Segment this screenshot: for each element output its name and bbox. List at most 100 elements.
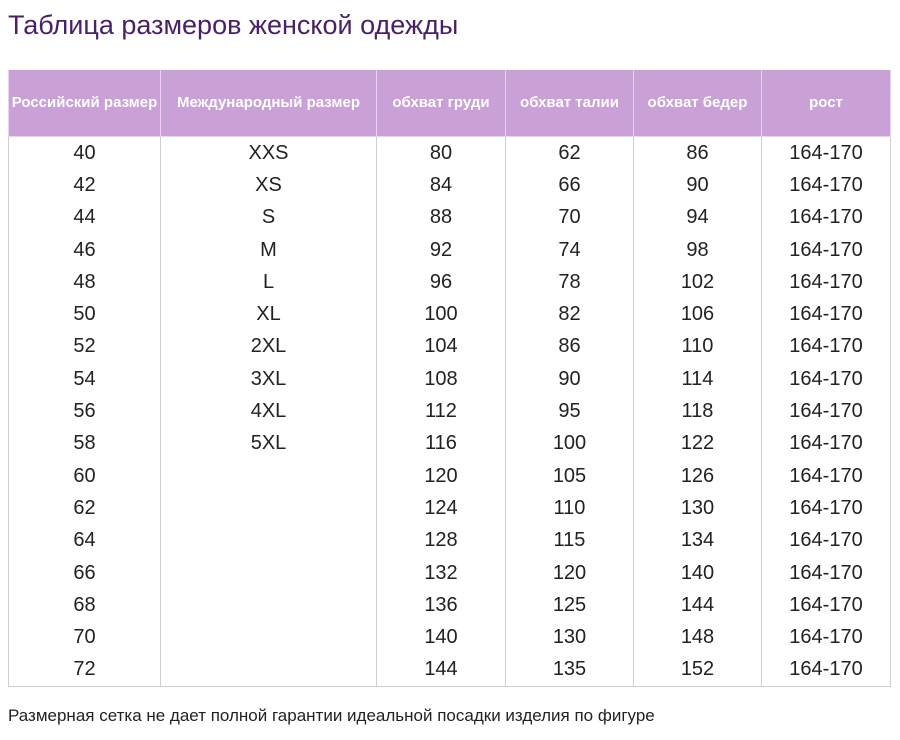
table-cell: 134	[633, 524, 762, 557]
table-cell: 80	[376, 136, 506, 170]
column-header: обхват бедер	[633, 70, 762, 137]
table-cell: XS	[160, 169, 377, 202]
table-cell: 114	[633, 363, 762, 396]
table-row: 62 124 110 130 164-170	[8, 492, 891, 525]
table-cell: M	[160, 233, 377, 267]
table-cell	[160, 524, 377, 557]
table-cell: 100	[376, 298, 506, 331]
table-cell: 164-170	[761, 266, 891, 299]
table-cell	[160, 621, 377, 654]
table-cell: 58	[8, 427, 161, 460]
table-row: 56 4XL 112 95 118 164-170	[8, 395, 891, 428]
table-cell: 164-170	[761, 653, 891, 688]
table-row: 50 XL 100 82 106 164-170	[8, 298, 891, 331]
table-cell: 40	[8, 136, 161, 170]
table-cell: 140	[376, 621, 506, 654]
table-cell: 64	[8, 524, 161, 557]
table-cell: XXS	[160, 136, 377, 170]
table-cell: 164-170	[761, 492, 891, 525]
table-cell: 105	[505, 459, 634, 493]
table-cell: 4XL	[160, 395, 377, 428]
table-cell: 112	[376, 395, 506, 428]
table-cell: 104	[376, 330, 506, 364]
table-cell: 96	[376, 266, 506, 299]
table-cell: 94	[633, 201, 762, 234]
table-row: 48 L 96 78 102 164-170	[8, 266, 891, 299]
disclaimer-note: Размерная сетка не дает полной гарантии …	[8, 706, 655, 725]
table-row: 60 120 105 126 164-170	[8, 459, 891, 493]
table-cell: L	[160, 266, 377, 299]
table-row: 40 XXS 80 62 86 164-170	[8, 136, 891, 170]
table-cell: 88	[376, 201, 506, 234]
table-cell: 124	[376, 492, 506, 525]
table-cell: 50	[8, 298, 161, 331]
table-cell: 3XL	[160, 363, 377, 396]
table-cell: 148	[633, 621, 762, 654]
table-cell: 86	[633, 136, 762, 170]
table-cell: 130	[505, 621, 634, 654]
table-row: 58 5XL 116 100 122 164-170	[8, 427, 891, 460]
table-cell: 164-170	[761, 395, 891, 428]
table-cell: 110	[505, 492, 634, 525]
table-cell: 92	[376, 233, 506, 267]
table-header-row: Российский размер Международный размер обх…	[8, 70, 891, 137]
column-header: обхват талии	[505, 70, 634, 137]
table-cell: 116	[376, 427, 506, 460]
table-cell: 164-170	[761, 169, 891, 202]
table-cell: 140	[633, 556, 762, 590]
table-cell: 110	[633, 330, 762, 364]
table-cell: 108	[376, 363, 506, 396]
table-cell: 164-170	[761, 136, 891, 170]
table-cell: 135	[505, 653, 634, 688]
table-cell: XL	[160, 298, 377, 331]
table-cell: 90	[633, 169, 762, 202]
table-cell: 164-170	[761, 330, 891, 364]
table-cell: 120	[376, 459, 506, 493]
table-cell: 48	[8, 266, 161, 299]
table-cell: 144	[376, 653, 506, 688]
table-cell: 98	[633, 233, 762, 267]
table-cell: 164-170	[761, 363, 891, 396]
table-cell	[160, 653, 377, 688]
table-cell: 90	[505, 363, 634, 396]
table-cell	[160, 589, 377, 622]
table-cell: 125	[505, 589, 634, 622]
table-cell: 52	[8, 330, 161, 364]
table-cell	[160, 556, 377, 590]
table-row: 70 140 130 148 164-170	[8, 621, 891, 654]
table-cell: 66	[8, 556, 161, 590]
table-row: 42 XS 84 66 90 164-170	[8, 169, 891, 202]
table-cell: 62	[505, 136, 634, 170]
table-row: 64 128 115 134 164-170	[8, 524, 891, 557]
table-cell: 100	[505, 427, 634, 460]
table-cell: 70	[8, 621, 161, 654]
table-cell: 115	[505, 524, 634, 557]
table-row: 52 2XL 104 86 110 164-170	[8, 330, 891, 364]
table-cell: 164-170	[761, 427, 891, 460]
table-cell: 128	[376, 524, 506, 557]
table-cell: 74	[505, 233, 634, 267]
table-row: 68 136 125 144 164-170	[8, 589, 891, 622]
table-cell: 152	[633, 653, 762, 688]
column-header: Международный размер	[160, 70, 377, 137]
table-cell: 118	[633, 395, 762, 428]
table-row: 54 3XL 108 90 114 164-170	[8, 363, 891, 396]
table-cell: S	[160, 201, 377, 234]
table-cell: 54	[8, 363, 161, 396]
table-cell: 164-170	[761, 459, 891, 493]
table-cell: 164-170	[761, 201, 891, 234]
table-cell: 2XL	[160, 330, 377, 364]
table-cell: 106	[633, 298, 762, 331]
table-cell: 62	[8, 492, 161, 525]
table-cell: 5XL	[160, 427, 377, 460]
table-cell: 95	[505, 395, 634, 428]
page-title: Таблица размеров женской одежды	[8, 10, 459, 40]
table-cell: 46	[8, 233, 161, 267]
table-cell: 120	[505, 556, 634, 590]
table-cell: 164-170	[761, 298, 891, 331]
table-cell: 84	[376, 169, 506, 202]
table-cell: 164-170	[761, 233, 891, 267]
column-header: обхват груди	[376, 70, 506, 137]
table-cell	[160, 459, 377, 493]
column-header: рост	[761, 70, 891, 137]
